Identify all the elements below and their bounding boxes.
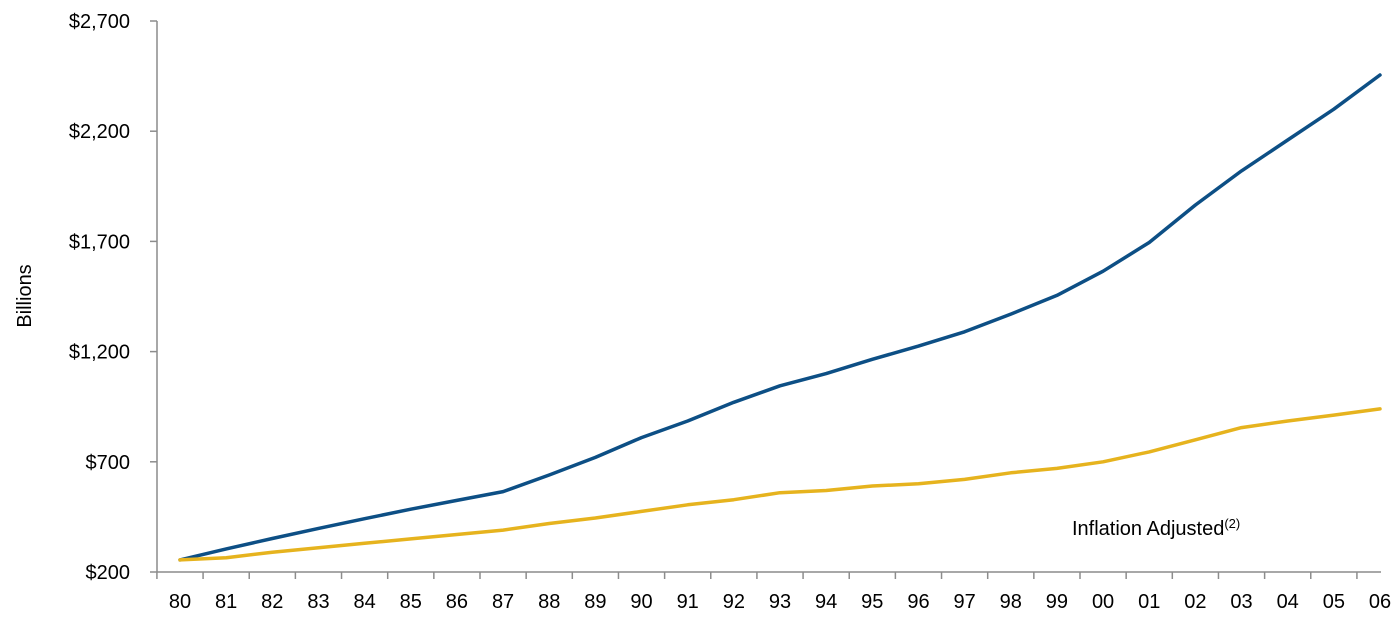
y-tick-label: $2,700 xyxy=(69,11,130,33)
x-tick-label: 02 xyxy=(1184,591,1206,613)
x-tick-label: 01 xyxy=(1138,591,1160,613)
x-tick-label: 00 xyxy=(1092,591,1114,613)
annotation-superscript: (2) xyxy=(1224,516,1240,531)
y-tick-label: $2,200 xyxy=(69,121,130,143)
inflation-adjusted-annotation: Inflation Adjusted(2) xyxy=(1072,516,1240,540)
x-tick-label: 06 xyxy=(1369,591,1391,613)
annotation-text: Inflation Adjusted xyxy=(1072,518,1224,540)
y-axis: $200 $700 $1,200 $1,700 $2,200 $2,700 xyxy=(69,11,158,584)
x-tick-label: 82 xyxy=(261,591,283,613)
x-tick-label: 88 xyxy=(538,591,560,613)
x-tick-label: 94 xyxy=(815,591,837,613)
series-line-1 xyxy=(178,73,1382,562)
x-tick-label: 80 xyxy=(169,591,191,613)
x-tick-label: 96 xyxy=(907,591,929,613)
x-tick-label: 03 xyxy=(1230,591,1252,613)
x-tick-label: 86 xyxy=(446,591,468,613)
series-layer xyxy=(178,73,1382,562)
y-tick-label: $1,700 xyxy=(69,231,130,253)
y-tick-label: $1,200 xyxy=(69,342,130,364)
x-tick-label: 81 xyxy=(215,591,237,613)
x-tick-label: 90 xyxy=(630,591,652,613)
y-axis-title: Billions xyxy=(14,264,36,327)
y-tick-label: $700 xyxy=(86,452,131,474)
x-axis: 80 81 82 83 84 85 86 87 88 89 90 91 92 93 94 95 96 97 98 99… xyxy=(156,571,1391,613)
x-tick-label: 98 xyxy=(1000,591,1022,613)
x-tick-label: 95 xyxy=(861,591,883,613)
x-tick-label: 83 xyxy=(307,591,329,613)
x-tick-label: 99 xyxy=(1046,591,1068,613)
y-tick-label: $200 xyxy=(86,562,131,584)
x-tick-label: 05 xyxy=(1323,591,1345,613)
x-tick-label: 92 xyxy=(723,591,745,613)
x-tick-label: 85 xyxy=(400,591,422,613)
x-tick-label: 93 xyxy=(769,591,791,613)
x-tick-label: 87 xyxy=(492,591,514,613)
x-tick-label: 89 xyxy=(584,591,606,613)
series-line-2 xyxy=(178,407,1382,562)
x-tick-label: 04 xyxy=(1277,591,1299,613)
x-tick-label: 97 xyxy=(953,591,975,613)
x-tick-label: 84 xyxy=(353,591,375,613)
x-tick-label: 91 xyxy=(677,591,699,613)
